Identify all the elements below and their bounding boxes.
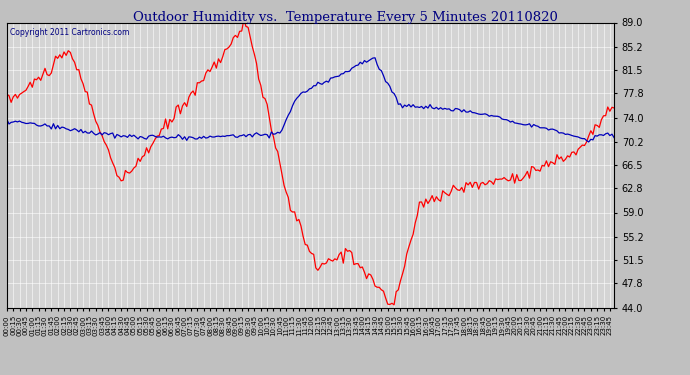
Text: Outdoor Humidity vs.  Temperature Every 5 Minutes 20110820: Outdoor Humidity vs. Temperature Every 5… — [132, 11, 558, 24]
Text: Copyright 2011 Cartronics.com: Copyright 2011 Cartronics.com — [10, 28, 129, 37]
